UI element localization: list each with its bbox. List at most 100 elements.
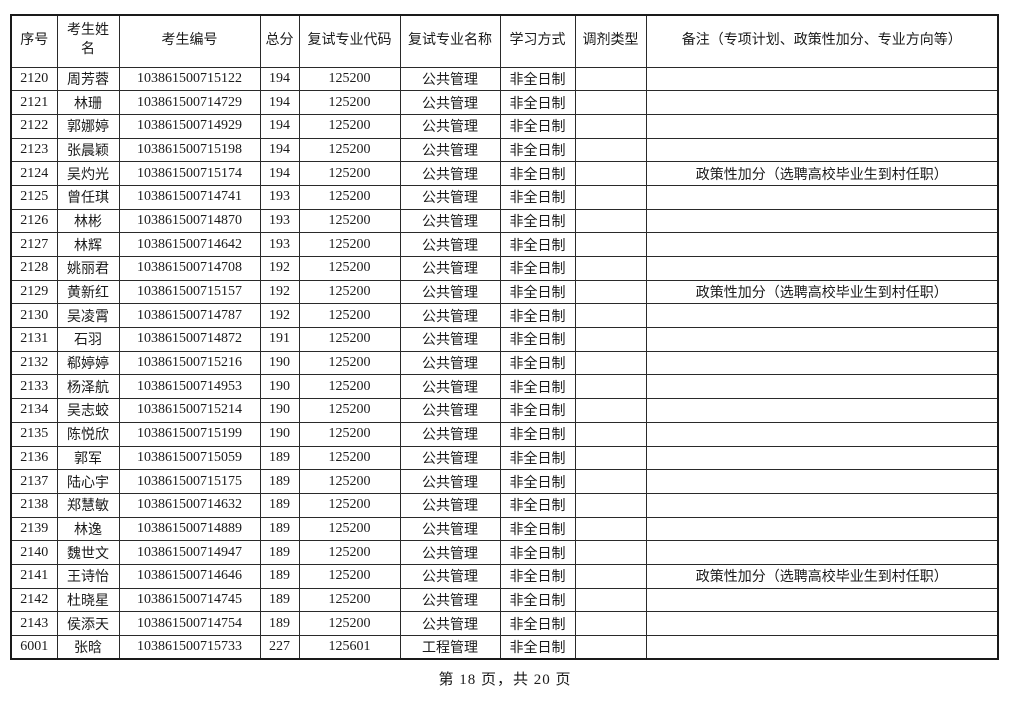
cell-name: 姚丽君	[56, 256, 120, 281]
cell-adjustment-type	[574, 563, 647, 589]
cell-name: 吴凌霄	[56, 303, 120, 329]
cell-name: 曾任琪	[56, 184, 120, 210]
cell-adjustment-type	[574, 516, 647, 542]
cell-major-name: 公共管理	[399, 90, 501, 115]
cell-serial: 2124	[10, 161, 58, 186]
cell-study-mode: 非全日制	[499, 492, 576, 518]
cell-candidate-no: 103861500715733	[118, 635, 261, 660]
cell-remark	[645, 350, 999, 376]
cell-name: 杨泽航	[56, 374, 120, 400]
cell-name: 陆心宇	[56, 469, 120, 494]
cell-candidate-no: 103861500714729	[118, 90, 261, 115]
cell-serial: 2122	[10, 113, 58, 139]
table-row: 6001 张晗 103861500715733 227 125601 工程管理 非全日制	[10, 635, 999, 660]
cell-major-name: 公共管理	[399, 374, 501, 400]
cell-serial: 2126	[10, 208, 58, 234]
cell-major-code: 125200	[298, 279, 401, 305]
cell-candidate-no: 103861500714872	[118, 327, 261, 352]
cell-study-mode: 非全日制	[499, 256, 576, 281]
table-row: 2143 侯添天 103861500714754 189 125200 公共管理 非全日制	[10, 611, 999, 636]
cell-name: 周芳蓉	[56, 66, 120, 92]
cell-remark	[645, 421, 999, 447]
cell-candidate-no: 103861500714632	[118, 492, 261, 518]
cell-serial: 2125	[10, 184, 58, 210]
cell-score: 189	[259, 445, 300, 471]
cell-score: 189	[259, 563, 300, 589]
cell-study-mode: 非全日制	[499, 374, 576, 400]
cell-major-code: 125200	[298, 208, 401, 234]
cell-adjustment-type	[574, 232, 647, 257]
cell-remark	[645, 184, 999, 210]
cell-score: 189	[259, 516, 300, 542]
cell-serial: 2140	[10, 540, 58, 565]
cell-remark	[645, 587, 999, 613]
cell-major-name: 公共管理	[399, 303, 501, 329]
cell-name: 张晗	[56, 635, 120, 660]
cell-score: 193	[259, 208, 300, 234]
col-header-name: 考生姓名	[56, 14, 120, 68]
cell-remark: 政策性加分（选聘高校毕业生到村任职）	[645, 563, 999, 589]
col-header-remark: 备注（专项计划、政策性加分、专业方向等）	[645, 14, 999, 68]
cell-serial: 2130	[10, 303, 58, 329]
cell-name: 吴志蛟	[56, 398, 120, 423]
cell-serial: 2141	[10, 563, 58, 589]
table-header: 序号 考生姓名 考生编号 总分 复试专业代码 复试专业名称 学习方式 调剂类型 …	[10, 14, 999, 68]
cell-study-mode: 非全日制	[499, 350, 576, 376]
cell-name: 魏世文	[56, 540, 120, 565]
cell-candidate-no: 103861500714745	[118, 587, 261, 613]
cell-serial: 2129	[10, 279, 58, 305]
cell-major-name: 公共管理	[399, 161, 501, 186]
col-header-adjustment-type: 调剂类型	[574, 14, 647, 68]
cell-adjustment-type	[574, 421, 647, 447]
cell-score: 193	[259, 184, 300, 210]
cell-major-name: 公共管理	[399, 279, 501, 305]
cell-major-code: 125200	[298, 540, 401, 565]
cell-score: 194	[259, 137, 300, 163]
cell-candidate-no: 103861500714646	[118, 563, 261, 589]
cell-candidate-no: 103861500714708	[118, 256, 261, 281]
col-header-major-code: 复试专业代码	[298, 14, 401, 68]
cell-study-mode: 非全日制	[499, 184, 576, 210]
cell-major-code: 125200	[298, 161, 401, 186]
table-row: 2134 吴志蛟 103861500715214 190 125200 公共管理 非全日制	[10, 398, 999, 423]
table-row: 2126 林彬 103861500714870 193 125200 公共管理 非全日制	[10, 208, 999, 234]
cell-study-mode: 非全日制	[499, 635, 576, 660]
cell-name: 石羽	[56, 327, 120, 352]
cell-candidate-no: 103861500714741	[118, 184, 261, 210]
cell-adjustment-type	[574, 256, 647, 281]
cell-score: 189	[259, 587, 300, 613]
cell-study-mode: 非全日制	[499, 587, 576, 613]
cell-remark	[645, 303, 999, 329]
cell-score: 189	[259, 469, 300, 494]
candidate-table: 序号 考生姓名 考生编号 总分 复试专业代码 复试专业名称 学习方式 调剂类型 …	[10, 14, 999, 661]
cell-remark	[645, 256, 999, 281]
cell-score: 190	[259, 398, 300, 423]
cell-score: 189	[259, 540, 300, 565]
cell-remark	[645, 445, 999, 471]
cell-candidate-no: 103861500714787	[118, 303, 261, 329]
cell-study-mode: 非全日制	[499, 208, 576, 234]
cell-major-code: 125200	[298, 587, 401, 613]
cell-major-code: 125200	[298, 66, 401, 92]
cell-candidate-no: 103861500715122	[118, 66, 261, 92]
cell-study-mode: 非全日制	[499, 137, 576, 163]
cell-score: 190	[259, 421, 300, 447]
cell-major-name: 工程管理	[399, 635, 501, 660]
cell-candidate-no: 103861500715216	[118, 350, 261, 376]
table-row: 2128 姚丽君 103861500714708 192 125200 公共管理 非全日制	[10, 256, 999, 281]
cell-name: 林彬	[56, 208, 120, 234]
cell-major-code: 125200	[298, 90, 401, 115]
cell-remark	[645, 492, 999, 518]
cell-study-mode: 非全日制	[499, 398, 576, 423]
cell-study-mode: 非全日制	[499, 279, 576, 305]
table-row: 2133 杨泽航 103861500714953 190 125200 公共管理 非全日制	[10, 374, 999, 400]
cell-remark	[645, 540, 999, 565]
cell-major-name: 公共管理	[399, 137, 501, 163]
cell-major-code: 125200	[298, 611, 401, 636]
cell-candidate-no: 103861500714947	[118, 540, 261, 565]
cell-major-code: 125200	[298, 445, 401, 471]
table-body: 2120 周芳蓉 103861500715122 194 125200 公共管理 非全日制 2…	[10, 66, 999, 660]
cell-candidate-no: 103861500714953	[118, 374, 261, 400]
cell-adjustment-type	[574, 445, 647, 471]
cell-serial: 2127	[10, 232, 58, 257]
